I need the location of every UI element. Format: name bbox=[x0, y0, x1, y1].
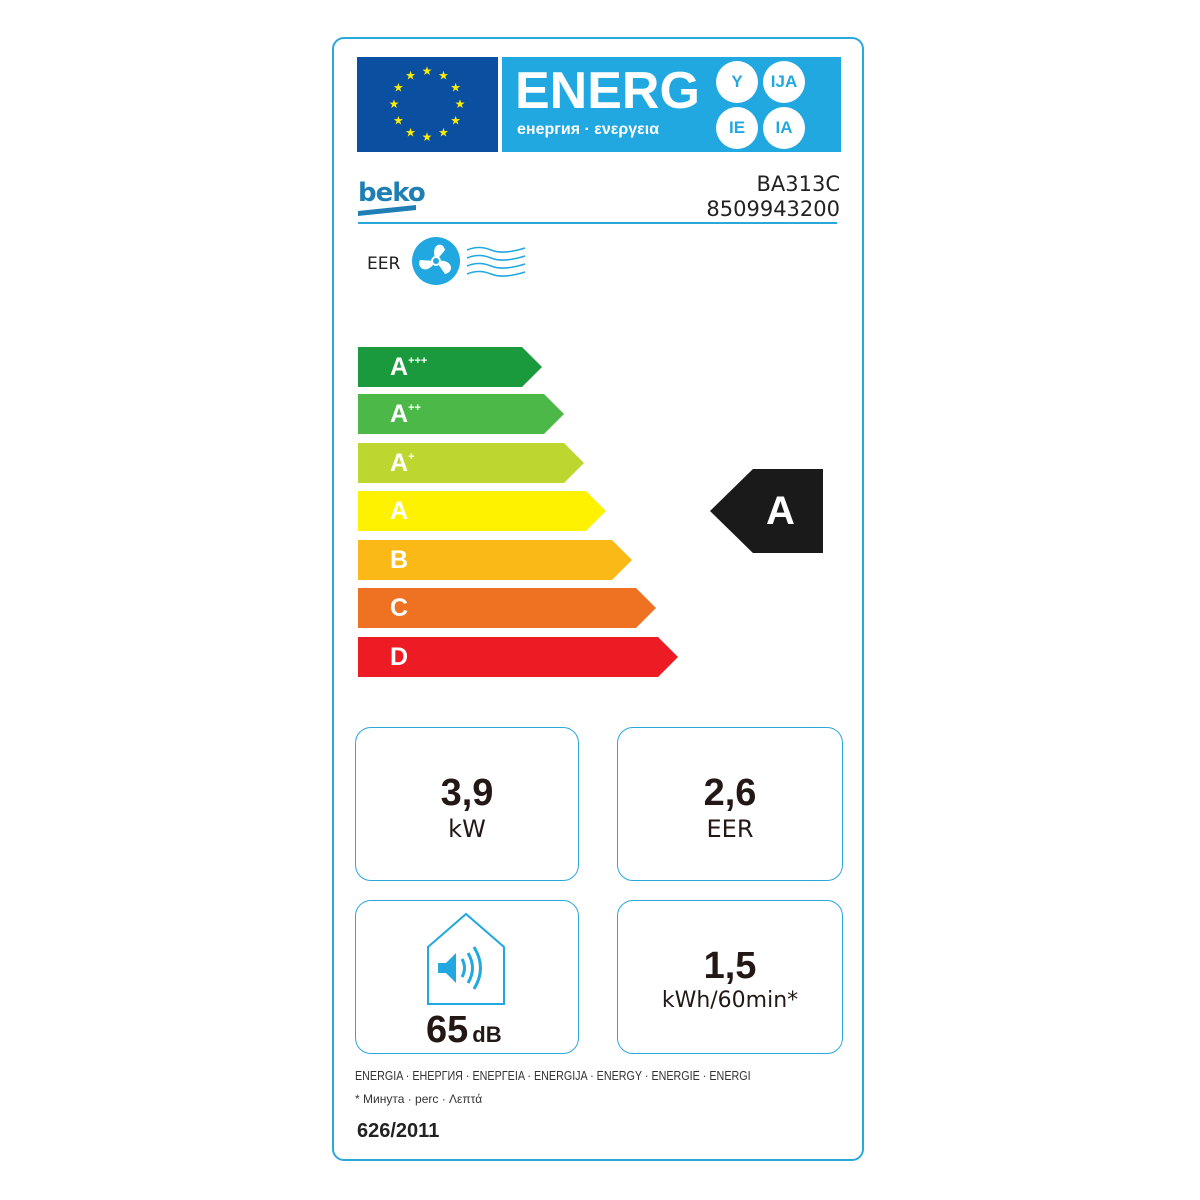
function-label: EER bbox=[367, 254, 401, 274]
noise-box: 65 dB bbox=[355, 900, 579, 1054]
star-icon: ★ bbox=[438, 126, 449, 140]
suffix-y: Y bbox=[716, 61, 758, 103]
noise-value: 65 bbox=[426, 1009, 469, 1051]
class-letter: C bbox=[390, 593, 409, 622]
star-icon: ★ bbox=[393, 81, 404, 95]
eer-unit: EER bbox=[706, 815, 754, 843]
capacity-box: 3,9 kW bbox=[355, 727, 579, 881]
star-icon: ★ bbox=[393, 114, 404, 128]
regulation-number: 626/2011 bbox=[357, 1120, 440, 1142]
footer-languages: ENERGIA · ЕНЕРГИЯ · ΕΝΕΡΓΕΙΑ · ENERGIJA … bbox=[355, 1069, 751, 1083]
class-plus: + bbox=[408, 451, 415, 463]
eer-value: 2,6 bbox=[703, 772, 757, 814]
star-icon: ★ bbox=[422, 130, 433, 144]
star-icon: ★ bbox=[405, 68, 416, 82]
energy-class-bar: D bbox=[358, 637, 678, 677]
suffix-ia: IA bbox=[763, 107, 805, 149]
model-name: BA313C bbox=[756, 172, 840, 196]
star-icon: ★ bbox=[455, 97, 466, 111]
star-icon: ★ bbox=[405, 126, 416, 140]
consumption-value: 1,5 bbox=[703, 945, 757, 987]
energy-class-bar: A ++ bbox=[358, 394, 564, 434]
speaker-house-icon bbox=[427, 912, 505, 1005]
star-icon: ★ bbox=[438, 68, 449, 82]
capacity-unit: kW bbox=[448, 815, 486, 843]
energy-title: ENERG bbox=[515, 62, 700, 120]
suffix-ija: IJA bbox=[763, 61, 805, 103]
class-letter: A bbox=[390, 399, 409, 428]
star-icon: ★ bbox=[450, 81, 461, 95]
class-plus: ++ bbox=[408, 402, 421, 414]
star-icon: ★ bbox=[422, 64, 433, 78]
brand-logo: beko bbox=[358, 178, 426, 208]
class-letter: A bbox=[390, 352, 409, 381]
star-icon: ★ bbox=[389, 97, 400, 111]
fan-airflow-icon bbox=[412, 237, 526, 285]
class-plus: +++ bbox=[408, 355, 428, 367]
eer-box: 2,6 EER bbox=[617, 727, 843, 881]
capacity-value: 3,9 bbox=[440, 772, 494, 814]
suffix-ie: IE bbox=[716, 107, 758, 149]
noise-unit: dB bbox=[472, 1022, 502, 1047]
model-code: 8509943200 bbox=[706, 197, 840, 221]
consumption-box: 1,5 kWh/60min* bbox=[617, 900, 843, 1054]
energy-class-bar: A + bbox=[358, 443, 584, 483]
star-icon: ★ bbox=[450, 114, 461, 128]
energy-class-bar: B bbox=[358, 540, 632, 580]
energy-class-bar: A +++ bbox=[358, 347, 542, 387]
class-letter: B bbox=[390, 545, 409, 574]
class-letter: A bbox=[390, 496, 409, 525]
eu-stars-icon: ★ ★★★★★★★★★★★ bbox=[389, 64, 466, 144]
energy-subtitle: енергия · ενεργεια bbox=[517, 121, 660, 138]
class-letter: D bbox=[390, 642, 409, 671]
eu-flag: ★ ★ ★ ★ ★ ★ ★ ★ ★ ★ ★ ★ bbox=[357, 57, 498, 152]
class-letter: A bbox=[390, 448, 409, 477]
label-frame bbox=[332, 37, 864, 1161]
divider bbox=[358, 222, 837, 224]
energy-class-bar: A bbox=[358, 491, 606, 531]
footer-note: * Минута · perc · Λεπτά bbox=[355, 1092, 483, 1106]
energy-class-bar: C bbox=[358, 588, 656, 628]
consumption-unit: kWh/60min* bbox=[661, 988, 799, 1013]
